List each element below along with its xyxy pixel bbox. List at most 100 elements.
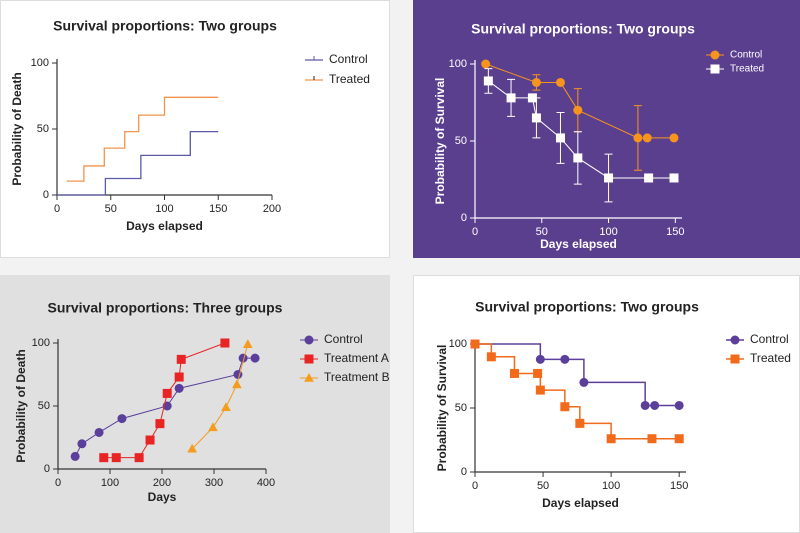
x-axis-label: Days elapsed [126, 219, 203, 233]
legend-label: Treated [329, 72, 370, 86]
chart-title: Survival proportions: Two groups [471, 21, 695, 37]
x-tick-label: 150 [209, 203, 227, 215]
marker [162, 401, 172, 411]
marker [730, 354, 740, 364]
marker [162, 388, 172, 398]
panel [413, 0, 800, 258]
x-axis-label: Days elapsed [542, 496, 619, 510]
marker [606, 434, 616, 444]
y-tick-label: 100 [31, 57, 49, 69]
x-tick-label: 50 [537, 480, 549, 492]
chart: Survival proportions: Two groups Days ela… [10, 18, 370, 233]
marker [669, 173, 679, 183]
marker [573, 105, 583, 115]
y-tick-label: 100 [449, 338, 467, 350]
marker [506, 93, 516, 103]
x-tick-label: 100 [599, 226, 617, 238]
marker [70, 451, 80, 461]
marker [221, 402, 231, 411]
y-tick-label: 50 [38, 400, 50, 412]
x-tick-label: 0 [472, 226, 478, 238]
marker [710, 64, 720, 74]
marker [174, 383, 184, 393]
marker [633, 133, 643, 143]
x-tick-label: 50 [105, 203, 117, 215]
chart-title: Survival proportions: Three groups [48, 300, 283, 316]
chart: Survival proportions: Two groups Days ela… [435, 299, 791, 510]
panel [413, 275, 800, 533]
legend-label: Control [750, 332, 789, 346]
y-tick-label: 50 [37, 123, 49, 135]
y-axis-label: Probability of Survival [435, 345, 449, 472]
marker [647, 434, 657, 444]
marker [650, 400, 660, 410]
x-tick-label: 150 [670, 480, 688, 492]
x-axis-label: Days elapsed [540, 237, 617, 251]
marker [174, 372, 184, 382]
marker [242, 339, 253, 348]
marker [134, 453, 144, 463]
marker [535, 385, 545, 395]
marker [99, 453, 109, 463]
panel [0, 0, 390, 258]
marker [642, 133, 652, 143]
legend-label: Treated [750, 351, 791, 365]
x-tick-label: 100 [101, 477, 119, 489]
x-tick-label: 100 [602, 480, 620, 492]
y-axis-label: Probability of Survival [433, 78, 447, 205]
y-tick-label: 0 [461, 466, 467, 478]
y-axis-label: Probability of Death [14, 349, 28, 462]
series-line [475, 343, 680, 407]
x-tick-label: 0 [55, 477, 61, 489]
marker [155, 419, 165, 429]
x-tick-label: 0 [54, 203, 60, 215]
marker [509, 368, 519, 378]
marker [575, 418, 585, 428]
chart-title: Survival proportions: Two groups [53, 18, 277, 34]
x-tick-label: 0 [472, 480, 478, 492]
legend-label: Control [730, 50, 762, 61]
y-tick-label: 100 [449, 58, 467, 70]
marker [145, 435, 155, 445]
y-tick-label: 0 [461, 212, 467, 224]
marker [483, 76, 493, 86]
marker [579, 377, 589, 387]
marker [304, 354, 314, 364]
marker [486, 352, 496, 362]
marker [527, 93, 537, 103]
marker [220, 338, 230, 348]
series-line [66, 96, 219, 182]
x-axis-label: Days [148, 490, 177, 504]
x-tick-label: 400 [257, 477, 275, 489]
panel [0, 275, 390, 533]
x-tick-label: 50 [536, 226, 548, 238]
y-tick-label: 0 [44, 463, 50, 475]
marker [604, 173, 614, 183]
marker [533, 368, 543, 378]
legend-label: Treated [730, 64, 764, 75]
marker [176, 354, 186, 364]
marker [674, 400, 684, 410]
legend-label: Treatment A [324, 351, 389, 365]
marker [531, 113, 541, 123]
marker [208, 422, 218, 432]
x-tick-label: 150 [666, 226, 684, 238]
marker [117, 414, 127, 424]
y-tick-label: 0 [43, 189, 49, 201]
chart-title: Survival proportions: Two groups [475, 299, 699, 315]
marker [77, 439, 87, 449]
series-line [57, 130, 219, 196]
x-tick-label: 200 [153, 477, 171, 489]
marker [669, 133, 679, 143]
y-axis-label: Probability of Death [10, 72, 24, 185]
marker [304, 372, 314, 382]
chart: Survival proportions: Two groups Days ela… [433, 21, 764, 251]
marker [535, 354, 545, 364]
marker [560, 354, 570, 364]
marker [674, 434, 684, 444]
legend-label: Treatment B [324, 370, 390, 384]
marker [555, 133, 565, 143]
marker [644, 173, 654, 183]
marker [470, 339, 480, 349]
chart: Survival proportions: Three groups Days Pr… [14, 300, 389, 504]
